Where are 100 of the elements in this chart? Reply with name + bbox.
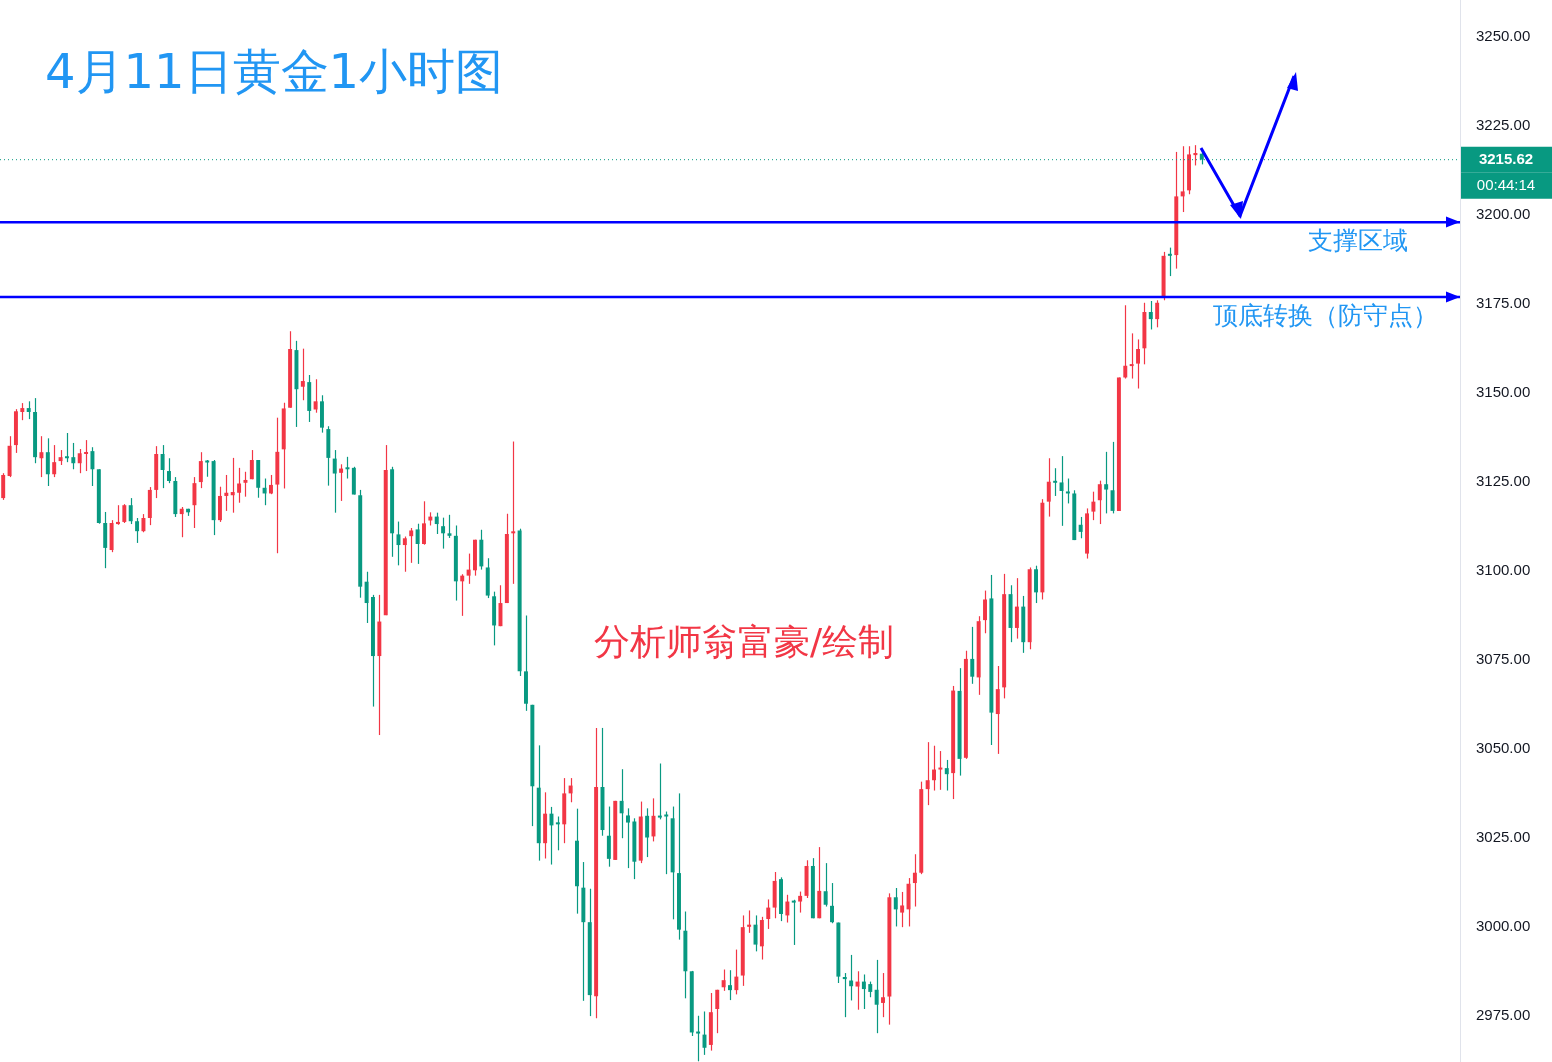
candlestick (785, 894, 790, 924)
candlestick (664, 810, 669, 875)
candlestick (135, 517, 140, 544)
candlestick (1053, 467, 1058, 497)
y-tick-label: 3225.00 (1476, 116, 1531, 134)
candlestick (626, 807, 630, 869)
candlestick (932, 745, 936, 792)
candlestick (160, 444, 165, 489)
candlestick (268, 474, 273, 495)
candlestick (1123, 304, 1128, 380)
candlestick (332, 449, 337, 514)
y-tick-label: 3250.00 (1476, 27, 1531, 45)
candlestick (970, 626, 975, 685)
candlestick (460, 573, 465, 617)
candlestick (1167, 247, 1172, 277)
candlestick (938, 750, 943, 791)
y-tick-label: 2975.00 (1476, 1005, 1531, 1023)
candlestick (874, 959, 879, 1034)
candlestick (791, 899, 796, 946)
candlestick (339, 463, 344, 502)
candlestick (313, 378, 318, 414)
candlestick (192, 476, 197, 529)
candlestick (798, 890, 803, 914)
candlestick (511, 440, 516, 585)
candlestick (84, 439, 89, 472)
candlestick (179, 506, 184, 538)
candlestick (345, 456, 350, 480)
candlestick (243, 471, 248, 498)
candlestick (861, 973, 866, 1010)
candlestick (1059, 455, 1064, 527)
candlestick (696, 1015, 701, 1062)
candlestick (237, 467, 242, 504)
candlestick (45, 437, 50, 487)
y-tick-label: 3050.00 (1476, 739, 1531, 757)
candlestick (402, 535, 407, 573)
candlestick (568, 777, 573, 803)
text: 00:44:14 (1476, 175, 1536, 193)
candlestick (166, 457, 171, 484)
y-tick-label: 3100.00 (1476, 561, 1531, 579)
candlestick (71, 442, 76, 470)
candlestick (141, 513, 146, 533)
candlestick (441, 517, 446, 550)
candlestick (747, 909, 752, 934)
candlestick (52, 444, 57, 478)
candlestick (912, 853, 917, 908)
candlestick (1129, 332, 1134, 380)
candlestick (77, 448, 82, 474)
candlestick (128, 497, 133, 525)
candlestick (1104, 451, 1109, 514)
candlestick (728, 969, 732, 1001)
candlestick (1180, 145, 1185, 213)
candlestick (230, 457, 235, 514)
candlestick (90, 446, 95, 487)
candlestick (1091, 491, 1096, 521)
candlestick (300, 348, 305, 401)
candlestick (364, 571, 369, 624)
candlestick (1110, 441, 1115, 514)
candlestick (409, 527, 414, 564)
candlestick (64, 432, 69, 463)
text: 4月11日黄金1小时图 (45, 42, 504, 101)
annotation: 分析师翁富豪/绘制 (594, 620, 895, 664)
candlestick (1148, 300, 1153, 331)
candlestick (415, 523, 420, 565)
candlestick (1155, 299, 1160, 328)
candlestick (715, 989, 720, 1034)
candlestick (1014, 577, 1019, 640)
y-tick-label: 3000.00 (1476, 916, 1531, 934)
candlestick (893, 887, 898, 928)
y-tick-label: 3025.00 (1476, 828, 1531, 845)
candlestick (1046, 457, 1051, 518)
y-tick-label: 3175.00 (1476, 294, 1531, 312)
y-tick-label: 3150.00 (1476, 383, 1531, 401)
candlestick (115, 504, 120, 526)
candlestick (944, 759, 949, 792)
candlestick (555, 815, 560, 851)
candlestick (224, 474, 229, 512)
y-tick-label: 3075.00 (1476, 650, 1531, 668)
candlestick (823, 862, 828, 908)
candlestick (1136, 338, 1141, 390)
candlestick (1097, 480, 1102, 525)
candlestick (734, 948, 739, 995)
candlestick (466, 552, 471, 585)
candlestick (721, 968, 726, 992)
candlestick (606, 805, 611, 868)
candlestick (830, 882, 834, 924)
candlestick (1065, 477, 1070, 505)
candlestick (619, 768, 624, 839)
candlestick (1193, 144, 1198, 167)
y-tick-label: 3200.00 (1476, 205, 1531, 223)
ref-line-label: 顶底转换（防守点） (1213, 301, 1438, 331)
candlestick (766, 898, 771, 930)
candlestick (881, 972, 885, 1018)
candlestick (645, 807, 650, 858)
ref-line-label: 3215.62 (1478, 149, 1534, 167)
candlestick (1034, 565, 1038, 604)
y-tick-label: 3125.00 (1476, 472, 1531, 490)
candlestick (842, 972, 847, 1018)
candlestick (122, 503, 127, 524)
candlestick (983, 589, 987, 634)
candlestick (39, 435, 44, 478)
